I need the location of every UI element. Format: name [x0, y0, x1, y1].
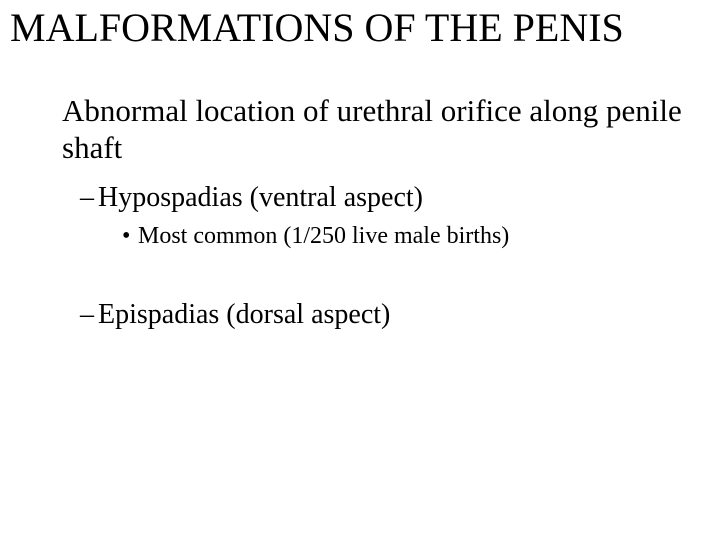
- list-item-label: Hypospadias (ventral aspect): [98, 182, 423, 213]
- body-paragraph: Abnormal location of urethral orifice al…: [62, 92, 690, 166]
- slide: MALFORMATIONS OF THE PENIS Abnormal loca…: [0, 0, 720, 540]
- sub-list-item-most-common: •Most common (1/250 live male births): [122, 221, 690, 251]
- spacer: [62, 269, 690, 287]
- list-item-epispadias: –Epispadias (dorsal aspect): [80, 297, 690, 332]
- dash-icon: –: [80, 180, 98, 215]
- list-item-label: Epispadias (dorsal aspect): [98, 299, 390, 330]
- list-item-hypospadias: –Hypospadias (ventral aspect): [80, 180, 690, 215]
- sub-list-item-label: Most common (1/250 live male births): [138, 223, 509, 249]
- slide-body: Abnormal location of urethral orifice al…: [62, 92, 690, 338]
- dash-icon: –: [80, 297, 98, 332]
- slide-title: MALFORMATIONS OF THE PENIS: [10, 6, 710, 50]
- bullet-icon: •: [122, 221, 138, 251]
